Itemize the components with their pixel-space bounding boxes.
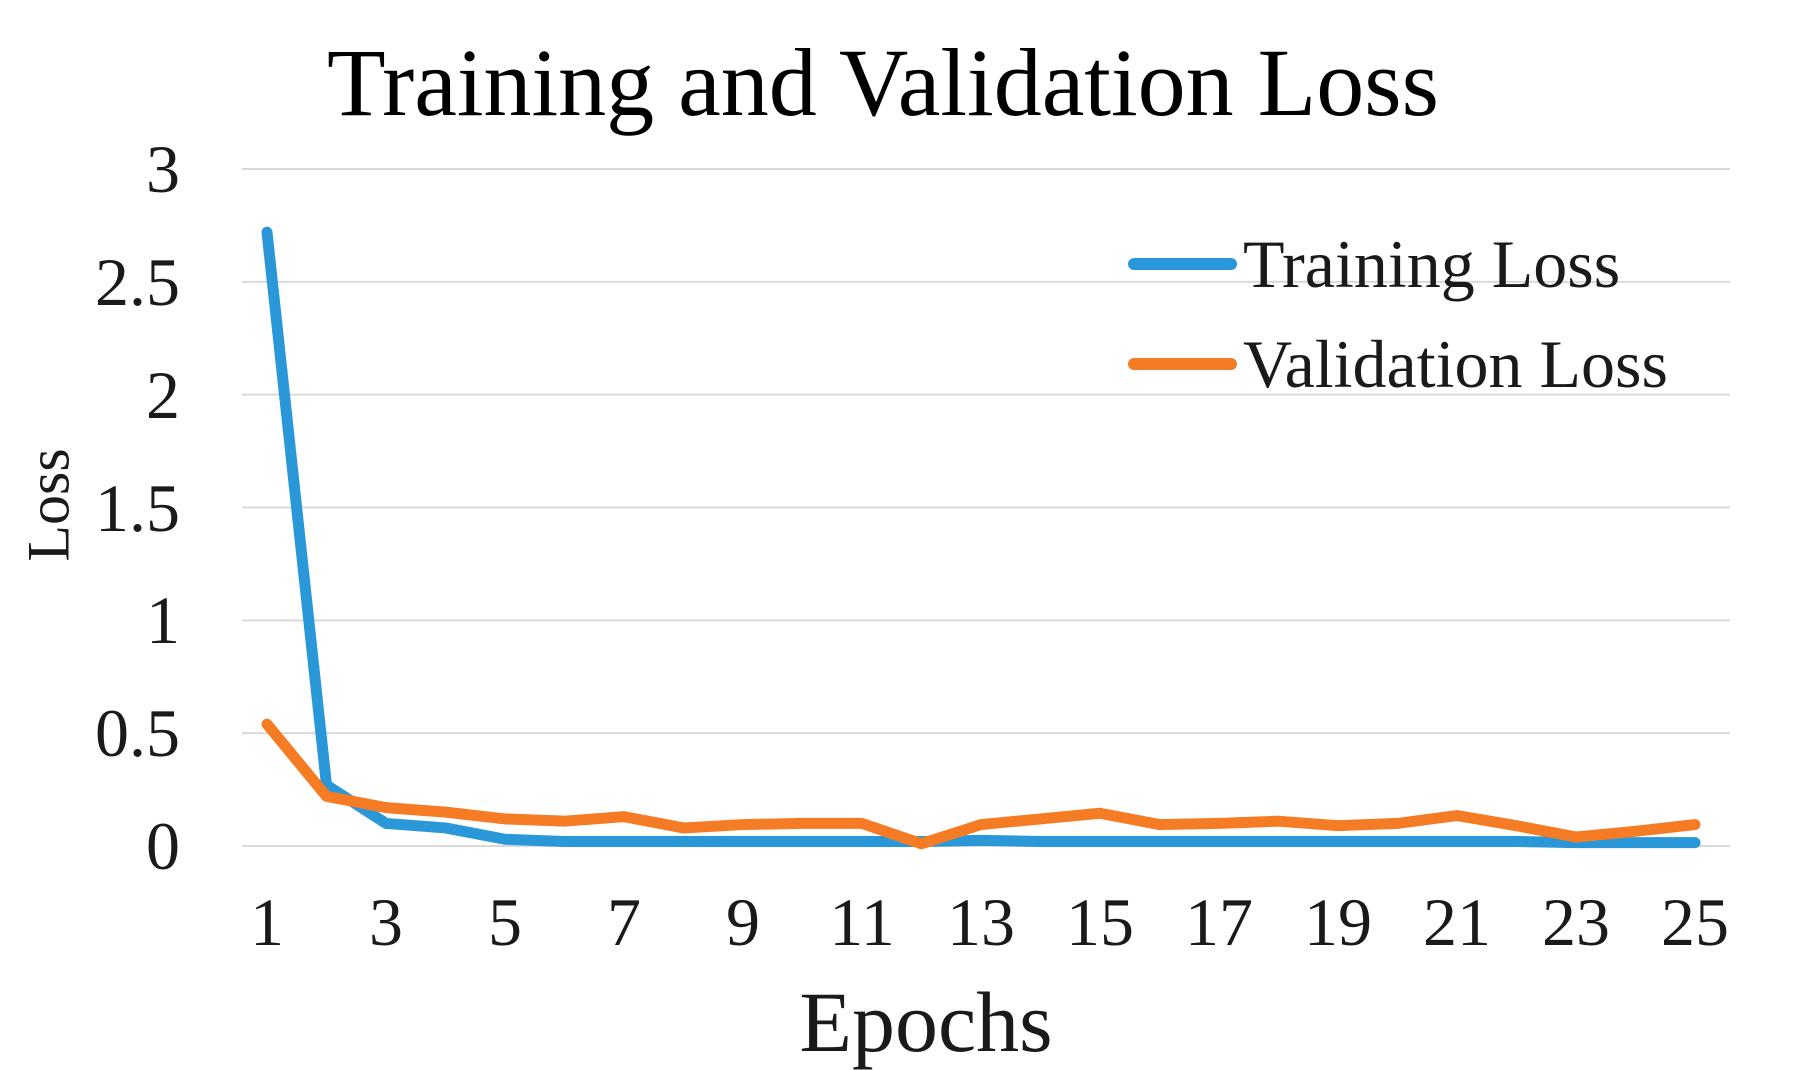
x-tick-label: 21 — [1423, 884, 1491, 960]
x-tick-label: 15 — [1066, 884, 1134, 960]
x-tick-label: 25 — [1661, 884, 1729, 960]
y-tick-label: 0.5 — [95, 695, 180, 772]
training-loss-line-swatch — [1128, 258, 1237, 270]
y-tick-label: 1 — [146, 582, 180, 659]
x-tick-label: 7 — [607, 884, 641, 960]
validation-loss-line — [261, 718, 1701, 850]
x-tick-label: 3 — [369, 884, 403, 960]
y-tick-label: 0 — [146, 808, 180, 884]
y-tick-label: 2.5 — [95, 243, 180, 320]
validation-loss-line-swatch — [1128, 358, 1237, 370]
training-loss-line — [261, 226, 1701, 849]
x-tick-label: 19 — [1304, 884, 1372, 960]
x-tick-label: 1 — [250, 884, 284, 960]
y-tick-label: 2 — [146, 356, 180, 433]
legend-label-training-loss: Training Loss — [1243, 226, 1621, 302]
x-tick-label: 17 — [1185, 884, 1253, 960]
x-tick-label: 11 — [829, 884, 895, 960]
y-tick-label: 3 — [146, 131, 180, 207]
x-tick-label: 13 — [947, 884, 1015, 960]
x-tick-label: 23 — [1542, 884, 1610, 960]
x-axis-title: Epochs — [799, 974, 1053, 1070]
legend-item-validation-loss: Validation Loss — [1128, 328, 1668, 400]
legend-item-training-loss: Training Loss — [1128, 228, 1620, 300]
y-tick-label: 1.5 — [95, 469, 180, 546]
x-tick-label: 5 — [488, 884, 522, 960]
chart-title: Training and Validation Loss — [326, 29, 1440, 136]
x-tick-label: 9 — [726, 884, 760, 960]
legend-label-validation-loss: Validation Loss — [1243, 326, 1668, 402]
